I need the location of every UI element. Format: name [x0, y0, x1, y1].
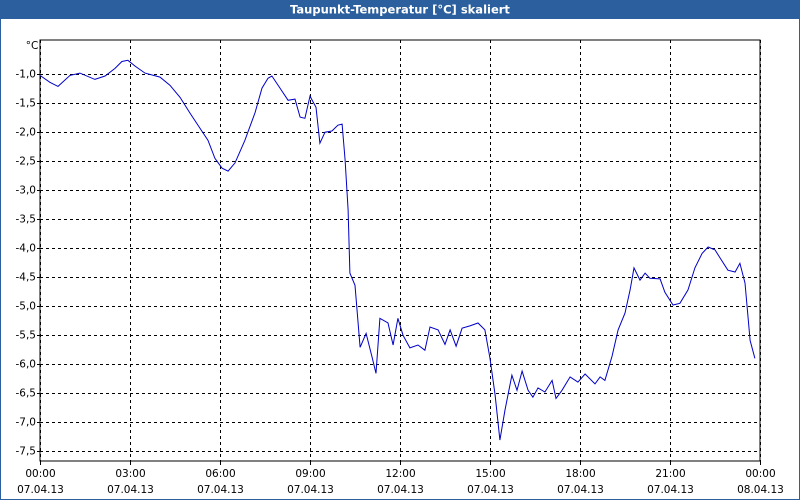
chart-title: Taupunkt-Temperatur [°C] skaliert [290, 3, 510, 17]
x-tick-label: 12:00 [385, 468, 415, 480]
y-tick-label: -3,0 [16, 185, 37, 197]
y-tick-label: -5,0 [16, 301, 37, 313]
y-tick-label: -7,5 [16, 446, 37, 458]
x-tick-label: 18:00 [565, 468, 595, 480]
x-tick-label: 06:00 [205, 468, 235, 480]
x-tick-date: 07.04.13 [197, 484, 244, 496]
y-tick-label: -2,5 [16, 156, 37, 168]
y-tick-label: -4,5 [16, 272, 37, 284]
y-unit: °C [26, 40, 39, 52]
x-tick-date: 07.04.13 [467, 484, 514, 496]
title-bar [0, 0, 800, 19]
x-tick-label: 03:00 [115, 468, 145, 480]
x-tick-date: 07.04.13 [17, 484, 64, 496]
y-tick-label: -6,5 [16, 388, 37, 400]
y-tick-label: -4,0 [16, 243, 37, 255]
x-tick-date: 07.04.13 [647, 484, 694, 496]
x-tick-date: 07.04.13 [377, 484, 424, 496]
y-tick-label: -7,0 [16, 417, 37, 429]
y-tick-label: -5,5 [16, 330, 37, 342]
y-tick-label: -2,0 [16, 127, 37, 139]
x-tick-label: 21:00 [655, 468, 685, 480]
x-tick-date: 08.04.13 [737, 484, 784, 496]
data-line [39, 59, 756, 441]
y-tick-label: -6,0 [16, 359, 37, 371]
y-tick-label: -1,5 [16, 98, 37, 110]
x-tick-label: 15:00 [475, 468, 505, 480]
y-tick-label: -1,0 [16, 69, 37, 81]
x-tick-date: 07.04.13 [287, 484, 334, 496]
x-tick-date: 07.04.13 [557, 484, 604, 496]
y-tick-label: -3,5 [16, 214, 37, 226]
x-tick-label: 00:00 [25, 468, 55, 480]
x-tick-label: 00:00 [745, 468, 775, 480]
x-tick-date: 07.04.13 [107, 484, 154, 496]
x-tick-label: 09:00 [295, 468, 325, 480]
